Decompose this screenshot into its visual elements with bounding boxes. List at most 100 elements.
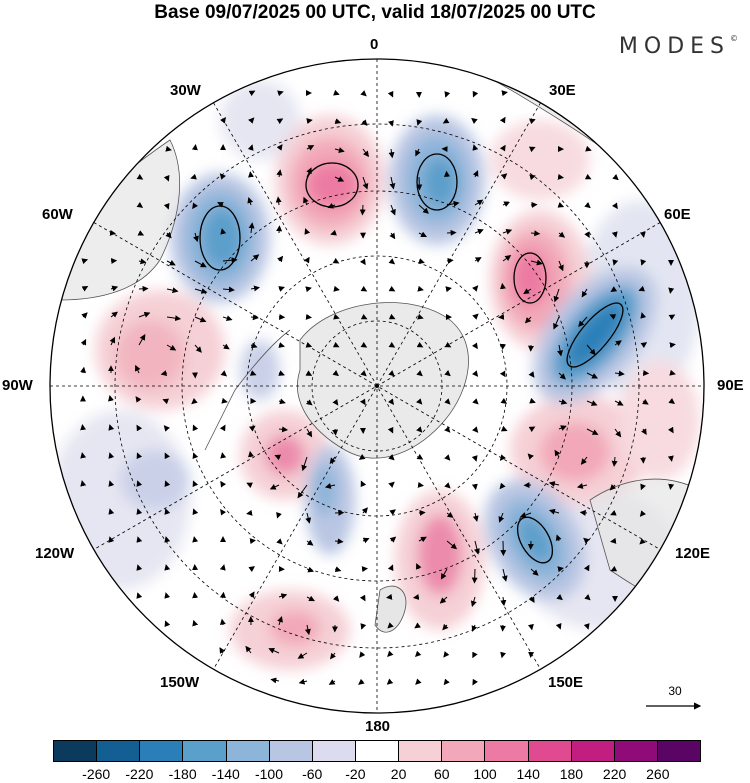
wind-vector — [583, 623, 590, 630]
wind-vector — [388, 285, 396, 292]
wind-vector — [164, 480, 171, 488]
wind-vector — [192, 508, 199, 516]
wind-vector — [472, 426, 479, 433]
wind-vector — [501, 568, 508, 582]
wind-vector — [471, 342, 478, 350]
wind-vector — [530, 259, 543, 266]
wind-vector — [306, 118, 313, 124]
wind-vector — [163, 174, 170, 182]
wind-vector — [556, 594, 563, 601]
wind-vector — [446, 511, 454, 518]
wind-vector — [640, 259, 647, 266]
wind-vector — [446, 229, 457, 236]
wind-vector — [614, 370, 625, 377]
wind-vector — [610, 286, 618, 293]
colorbar-tick-label: 140 — [516, 766, 540, 782]
wind-vector — [194, 288, 208, 294]
wind-vector — [444, 454, 451, 461]
wind-vector — [641, 428, 647, 436]
wind-vector — [276, 118, 284, 125]
wind-vector — [327, 202, 336, 209]
wind-vector — [548, 508, 560, 515]
colorbar-tick-label: -140 — [211, 766, 240, 782]
wind-vector — [276, 511, 282, 519]
wind-vector — [417, 285, 424, 292]
wind-vector — [190, 173, 197, 180]
wind-vector — [524, 316, 532, 324]
wind-vectors — [80, 89, 676, 686]
wind-vector — [498, 512, 505, 523]
wind-vector — [192, 592, 199, 599]
wind-vector — [222, 286, 235, 293]
wind-vector — [80, 452, 87, 459]
wind-vector — [247, 197, 254, 206]
wind-vector — [164, 592, 171, 599]
wind-vector — [609, 314, 617, 320]
wind-vector — [443, 651, 450, 658]
wind-vector — [387, 622, 394, 629]
wind-vector — [389, 536, 397, 543]
wind-vector — [276, 169, 283, 178]
wind-vector — [416, 341, 424, 348]
wind-vector — [220, 370, 228, 377]
wind-vector — [248, 117, 255, 124]
wind-vector — [586, 344, 596, 356]
wind-vector — [444, 482, 451, 489]
wind-vector — [471, 455, 478, 462]
wind-vector — [502, 201, 511, 207]
wind-vector — [221, 397, 228, 404]
wind-vector — [584, 231, 590, 238]
wind-vector — [639, 231, 646, 238]
wind-vector — [474, 228, 484, 235]
wind-vector — [362, 537, 370, 544]
wind-vector — [138, 285, 149, 292]
wind-vector — [278, 370, 285, 376]
wind-vector — [136, 508, 143, 515]
wind-vector — [386, 678, 394, 685]
wind-vector — [222, 315, 233, 322]
wind-vector — [444, 91, 451, 98]
wind-vector — [358, 678, 365, 685]
wind-vector — [334, 118, 342, 125]
wind-vector — [388, 398, 394, 406]
wind-vector — [361, 566, 368, 573]
wind-vector — [416, 398, 423, 405]
wind-vector — [360, 370, 367, 377]
wind-vector — [558, 260, 564, 272]
wind-vector — [557, 566, 564, 573]
wind-vector — [246, 482, 254, 489]
wind-vector — [417, 481, 424, 488]
colorbar-tick-label: -20 — [345, 766, 366, 782]
colorbar-tick-label: 180 — [559, 766, 584, 782]
pole-marker — [375, 384, 379, 388]
colorbar-tick-label: -220 — [125, 766, 154, 782]
wind-vector — [136, 592, 143, 599]
wind-vector — [305, 341, 313, 348]
wind-vector — [555, 534, 562, 542]
wind-vector — [81, 312, 88, 319]
wind-vector — [166, 287, 179, 294]
wind-vector — [80, 424, 87, 431]
wind-vector — [108, 536, 115, 543]
wind-vector — [642, 398, 649, 405]
wind-vector — [191, 398, 198, 405]
wind-vector — [418, 536, 427, 543]
wind-vector — [499, 370, 506, 378]
wind-vector — [220, 452, 227, 459]
wind-vector — [499, 116, 506, 124]
wind-vector — [359, 258, 366, 266]
wind-vector — [417, 313, 424, 320]
wind-vector — [386, 593, 393, 600]
label-90e: 90E — [717, 377, 744, 394]
wind-vector — [330, 229, 337, 236]
wind-vector — [136, 536, 143, 543]
graticule — [50, 59, 704, 713]
wind-vector — [471, 117, 478, 124]
wind-vector — [614, 340, 622, 347]
wind-vector — [166, 315, 182, 322]
wind-vector — [304, 624, 311, 636]
wind-vector — [163, 425, 170, 432]
label-150e: 150E — [548, 674, 584, 691]
wind-vector — [217, 202, 224, 208]
